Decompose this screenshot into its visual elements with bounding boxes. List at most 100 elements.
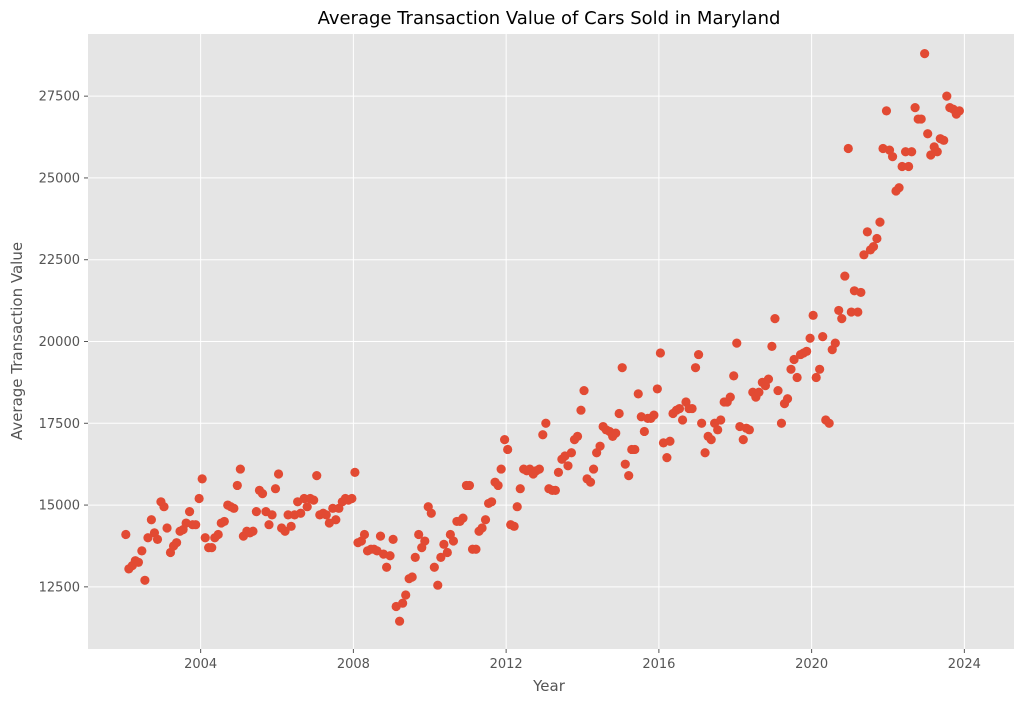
- data-point: [824, 418, 834, 428]
- data-point: [706, 435, 716, 445]
- data-point: [213, 529, 223, 540]
- data-point: [786, 364, 796, 374]
- data-point: [716, 415, 726, 425]
- data-point: [503, 444, 513, 455]
- data-point: [897, 161, 907, 172]
- data-point: [509, 521, 519, 531]
- y-tick-label: 17500: [39, 417, 80, 432]
- data-point: [426, 508, 436, 518]
- data-point: [191, 520, 201, 530]
- data-point: [805, 333, 815, 343]
- data-point: [133, 557, 144, 567]
- data-point: [811, 372, 821, 383]
- data-point: [818, 331, 828, 342]
- data-point: [347, 493, 357, 504]
- y-tick-label: 15000: [39, 499, 80, 514]
- data-point: [184, 507, 195, 517]
- data-point: [480, 515, 491, 525]
- data-point: [171, 538, 182, 548]
- data-point: [840, 271, 850, 281]
- data-point: [859, 250, 869, 260]
- data-point: [398, 598, 408, 608]
- data-point: [448, 536, 459, 546]
- data-point: [808, 310, 818, 320]
- data-point: [140, 575, 150, 585]
- y-tick-label: 12500: [39, 580, 80, 595]
- data-point: [697, 418, 707, 428]
- data-point: [887, 152, 898, 162]
- data-point: [207, 542, 217, 553]
- data-point: [856, 287, 866, 298]
- data-point: [309, 495, 319, 505]
- y-axis-title: Average Transaction Value: [8, 242, 26, 440]
- data-point: [194, 493, 204, 504]
- data-point: [232, 480, 242, 491]
- data-point: [776, 418, 787, 428]
- y-tick-label: 25000: [39, 171, 80, 186]
- data-point: [617, 363, 627, 373]
- data-point: [162, 523, 172, 533]
- data-point: [725, 392, 735, 402]
- data-point: [302, 502, 312, 512]
- data-point: [321, 510, 331, 520]
- data-point: [146, 515, 156, 525]
- data-point: [853, 307, 863, 317]
- data-point: [410, 552, 420, 563]
- data-point: [350, 467, 360, 477]
- data-point: [251, 507, 261, 517]
- data-point: [875, 217, 885, 227]
- data-point: [493, 480, 503, 491]
- data-point: [429, 562, 439, 572]
- data-point: [881, 106, 892, 116]
- x-tick-label: 2008: [337, 657, 370, 672]
- data-point: [830, 338, 840, 348]
- data-point: [439, 539, 449, 549]
- data-point: [862, 227, 872, 237]
- data-point: [588, 464, 599, 474]
- data-point: [700, 448, 710, 458]
- data-points: [121, 49, 964, 626]
- data-point: [235, 464, 245, 474]
- data-point: [652, 384, 662, 394]
- data-point: [270, 484, 281, 494]
- data-point: [773, 385, 783, 396]
- data-point: [815, 364, 825, 374]
- data-point: [868, 242, 879, 252]
- data-point: [744, 425, 754, 435]
- data-point: [920, 49, 930, 59]
- data-point: [219, 516, 229, 527]
- data-point: [767, 341, 777, 352]
- data-point: [662, 453, 672, 463]
- y-tick-label: 27500: [39, 90, 80, 105]
- y-axis-ticks: 12500 15000 17500 20000 22500 25000 27500: [39, 90, 88, 595]
- data-point: [296, 508, 306, 518]
- data-point: [932, 147, 942, 157]
- data-point: [614, 408, 624, 419]
- chart-title: Average Transaction Value of Cars Sold i…: [318, 8, 781, 29]
- data-point: [541, 418, 551, 428]
- data-point: [907, 147, 917, 157]
- data-point: [458, 513, 468, 523]
- x-tick-label: 2012: [490, 657, 523, 672]
- data-point: [385, 551, 395, 561]
- data-point: [713, 425, 723, 435]
- x-tick-label: 2004: [184, 657, 217, 672]
- data-point: [143, 533, 153, 543]
- data-point: [923, 129, 933, 139]
- data-point: [942, 91, 952, 101]
- data-point: [916, 114, 926, 124]
- data-point: [414, 529, 424, 540]
- data-point: [910, 103, 920, 113]
- data-point: [394, 616, 405, 626]
- data-point: [904, 161, 914, 172]
- data-point: [782, 394, 793, 404]
- data-point: [611, 428, 621, 438]
- data-point: [500, 435, 510, 445]
- data-point: [649, 410, 659, 420]
- data-point: [630, 444, 640, 455]
- data-point: [872, 233, 882, 244]
- data-point: [464, 480, 475, 491]
- data-point: [566, 448, 577, 458]
- data-point: [550, 485, 560, 495]
